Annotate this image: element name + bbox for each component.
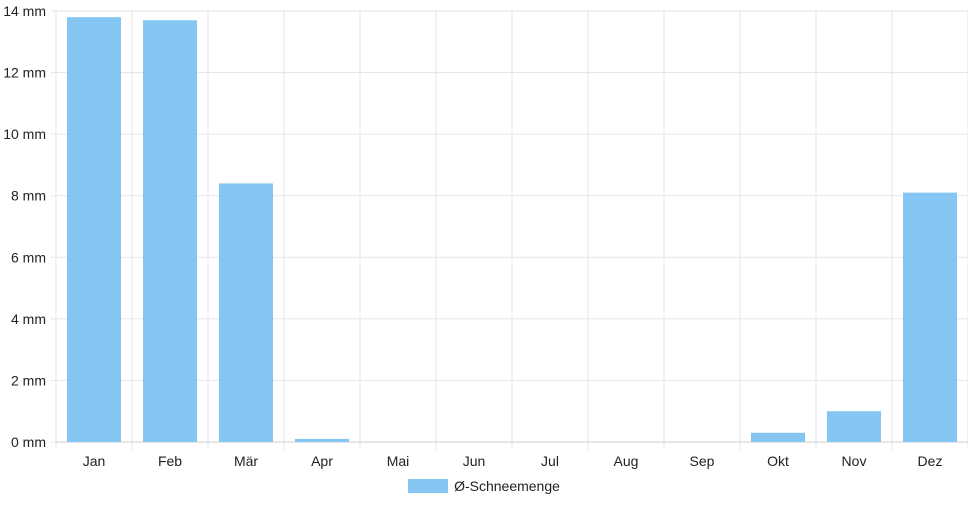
x-tick-label: Jan	[83, 453, 106, 469]
bar-okt[interactable]	[751, 432, 805, 442]
bar-nov[interactable]	[827, 411, 881, 442]
y-tick-label: 0 mm	[11, 434, 46, 450]
legend-swatch	[408, 479, 449, 493]
y-tick-label: 10 mm	[3, 126, 46, 142]
bar-apr[interactable]	[295, 438, 349, 442]
y-tick-label: 4 mm	[11, 311, 46, 327]
bar-jan[interactable]	[67, 17, 121, 443]
x-tick-label: Mai	[387, 453, 410, 469]
legend-label: Ø-Schneemenge	[454, 478, 560, 494]
y-axis-tick-labels: 0 mm 2 mm 4 mm 6 mm 8 mm 10 mm 12 mm 14 mm	[3, 3, 46, 450]
bars	[67, 17, 957, 443]
y-tick-label: 2 mm	[11, 372, 46, 388]
x-tick-label: Okt	[767, 453, 789, 469]
bar-dez[interactable]	[903, 192, 957, 442]
y-tick-label: 6 mm	[11, 249, 46, 265]
x-tick-label: Sep	[690, 453, 715, 469]
grid-lines	[51, 10, 968, 450]
bar-feb[interactable]	[143, 20, 197, 442]
legend[interactable]: Ø-Schneemenge	[0, 478, 968, 494]
x-tick-label: Jun	[463, 453, 486, 469]
x-tick-label: Dez	[918, 453, 943, 469]
x-tick-label: Nov	[842, 453, 867, 469]
x-tick-label: Mär	[234, 453, 258, 469]
y-tick-label: 8 mm	[11, 188, 46, 204]
bar-mär[interactable]	[219, 183, 273, 442]
x-tick-label: Aug	[614, 453, 639, 469]
y-tick-label: 12 mm	[3, 65, 46, 81]
x-tick-label: Feb	[158, 453, 182, 469]
x-tick-label: Jul	[541, 453, 559, 469]
x-tick-label: Apr	[311, 453, 333, 469]
y-tick-label: 14 mm	[3, 3, 46, 19]
x-axis-tick-labels: Jan Feb Mär Apr Mai Jun Jul Aug Sep Okt Nov Dez	[83, 453, 943, 469]
